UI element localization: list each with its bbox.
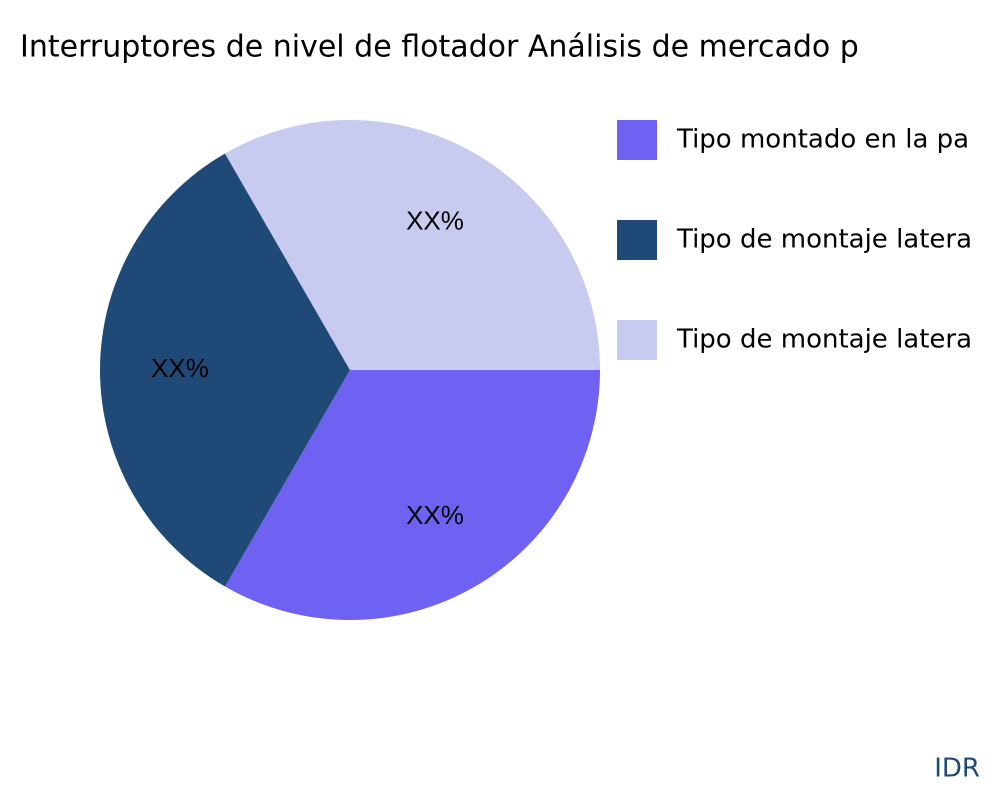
legend-swatch — [617, 320, 657, 360]
legend-label: Tipo de montaje latera — [676, 225, 972, 255]
legend-label: Tipo montado en la pa — [676, 125, 969, 155]
legend-swatch — [617, 120, 657, 160]
chart-title: Interruptores de nivel de flotador Análi… — [20, 30, 859, 65]
legend-swatch — [617, 220, 657, 260]
pie-slice — [225, 370, 600, 620]
value-label: XX% — [406, 500, 464, 530]
value-label: XX% — [151, 353, 209, 383]
source-label: IDR — [934, 754, 980, 784]
pie-slice — [225, 119, 600, 370]
value-label: XX% — [406, 206, 464, 236]
legend-label: Tipo de montaje latera — [676, 325, 972, 355]
